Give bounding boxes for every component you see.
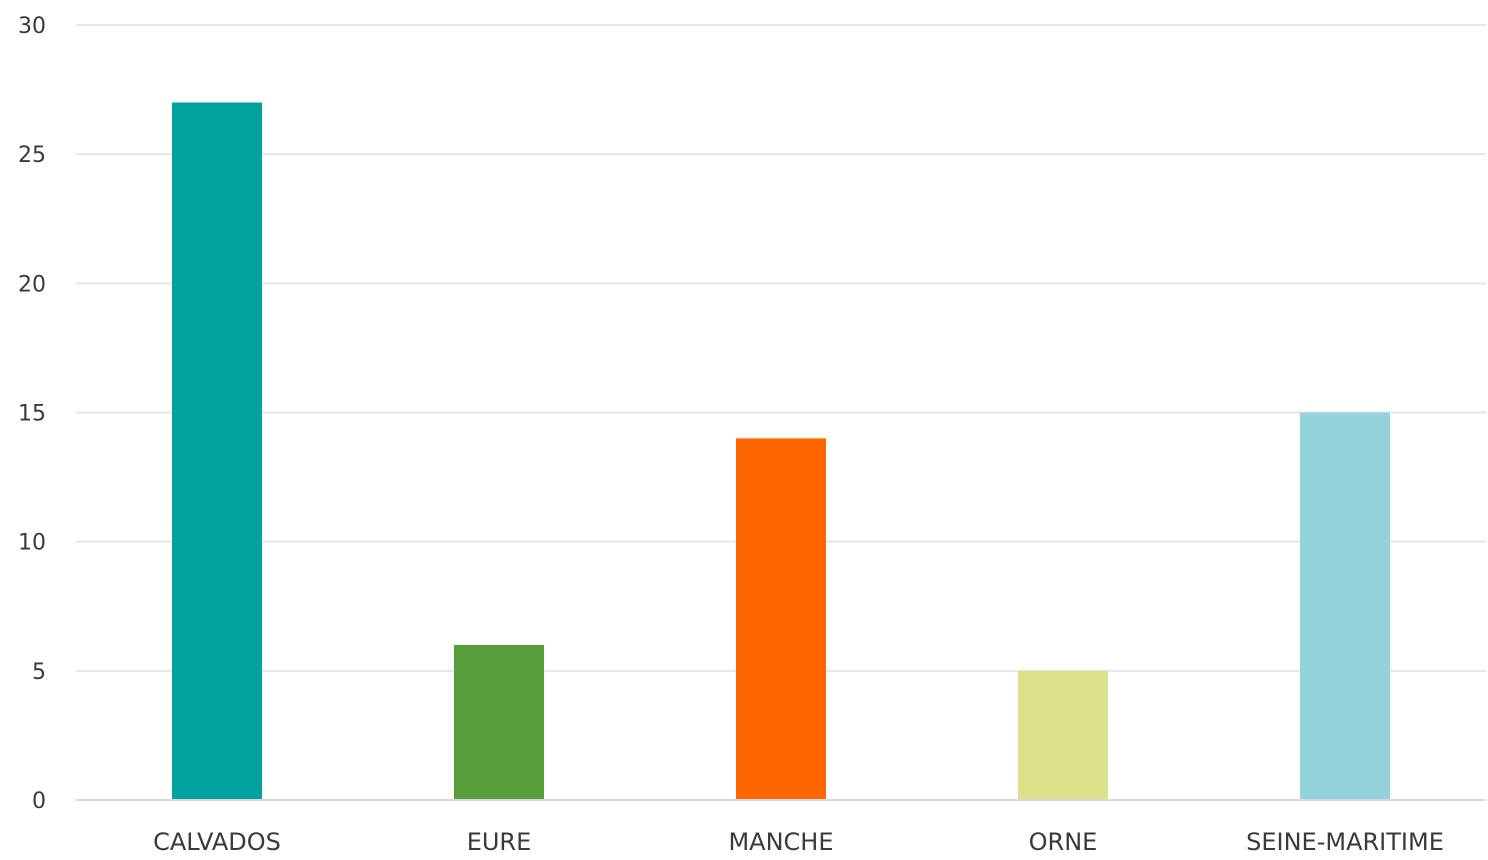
bars: [172, 102, 1390, 800]
x-tick-label: MANCHE: [728, 828, 833, 856]
y-tick-label: 20: [18, 272, 46, 297]
bar-orne: [1018, 670, 1108, 800]
gridlines: [76, 24, 1486, 672]
y-tick-label: 5: [32, 660, 46, 685]
bar-manche: [736, 438, 826, 800]
bar-eure: [454, 645, 544, 800]
y-tick-label: 30: [18, 14, 46, 39]
x-tick-label: SEINE-MARITIME: [1246, 828, 1444, 856]
x-tick-label: CALVADOS: [153, 828, 281, 856]
y-tick-label: 0: [32, 789, 46, 814]
bar-calvados: [172, 102, 262, 800]
y-tick-label: 15: [18, 402, 46, 427]
y-tick-label: 10: [18, 531, 46, 556]
bar-seine-maritime: [1300, 412, 1390, 800]
x-tick-label: ORNE: [1029, 828, 1098, 856]
y-axis-tick-labels: 0 5 10 15 20 25 30: [18, 14, 46, 814]
y-tick-label: 25: [18, 143, 46, 168]
x-axis-tick-labels: CALVADOS EURE MANCHE ORNE SEINE-MARITIME: [153, 828, 1444, 856]
x-tick-label: EURE: [467, 828, 532, 856]
